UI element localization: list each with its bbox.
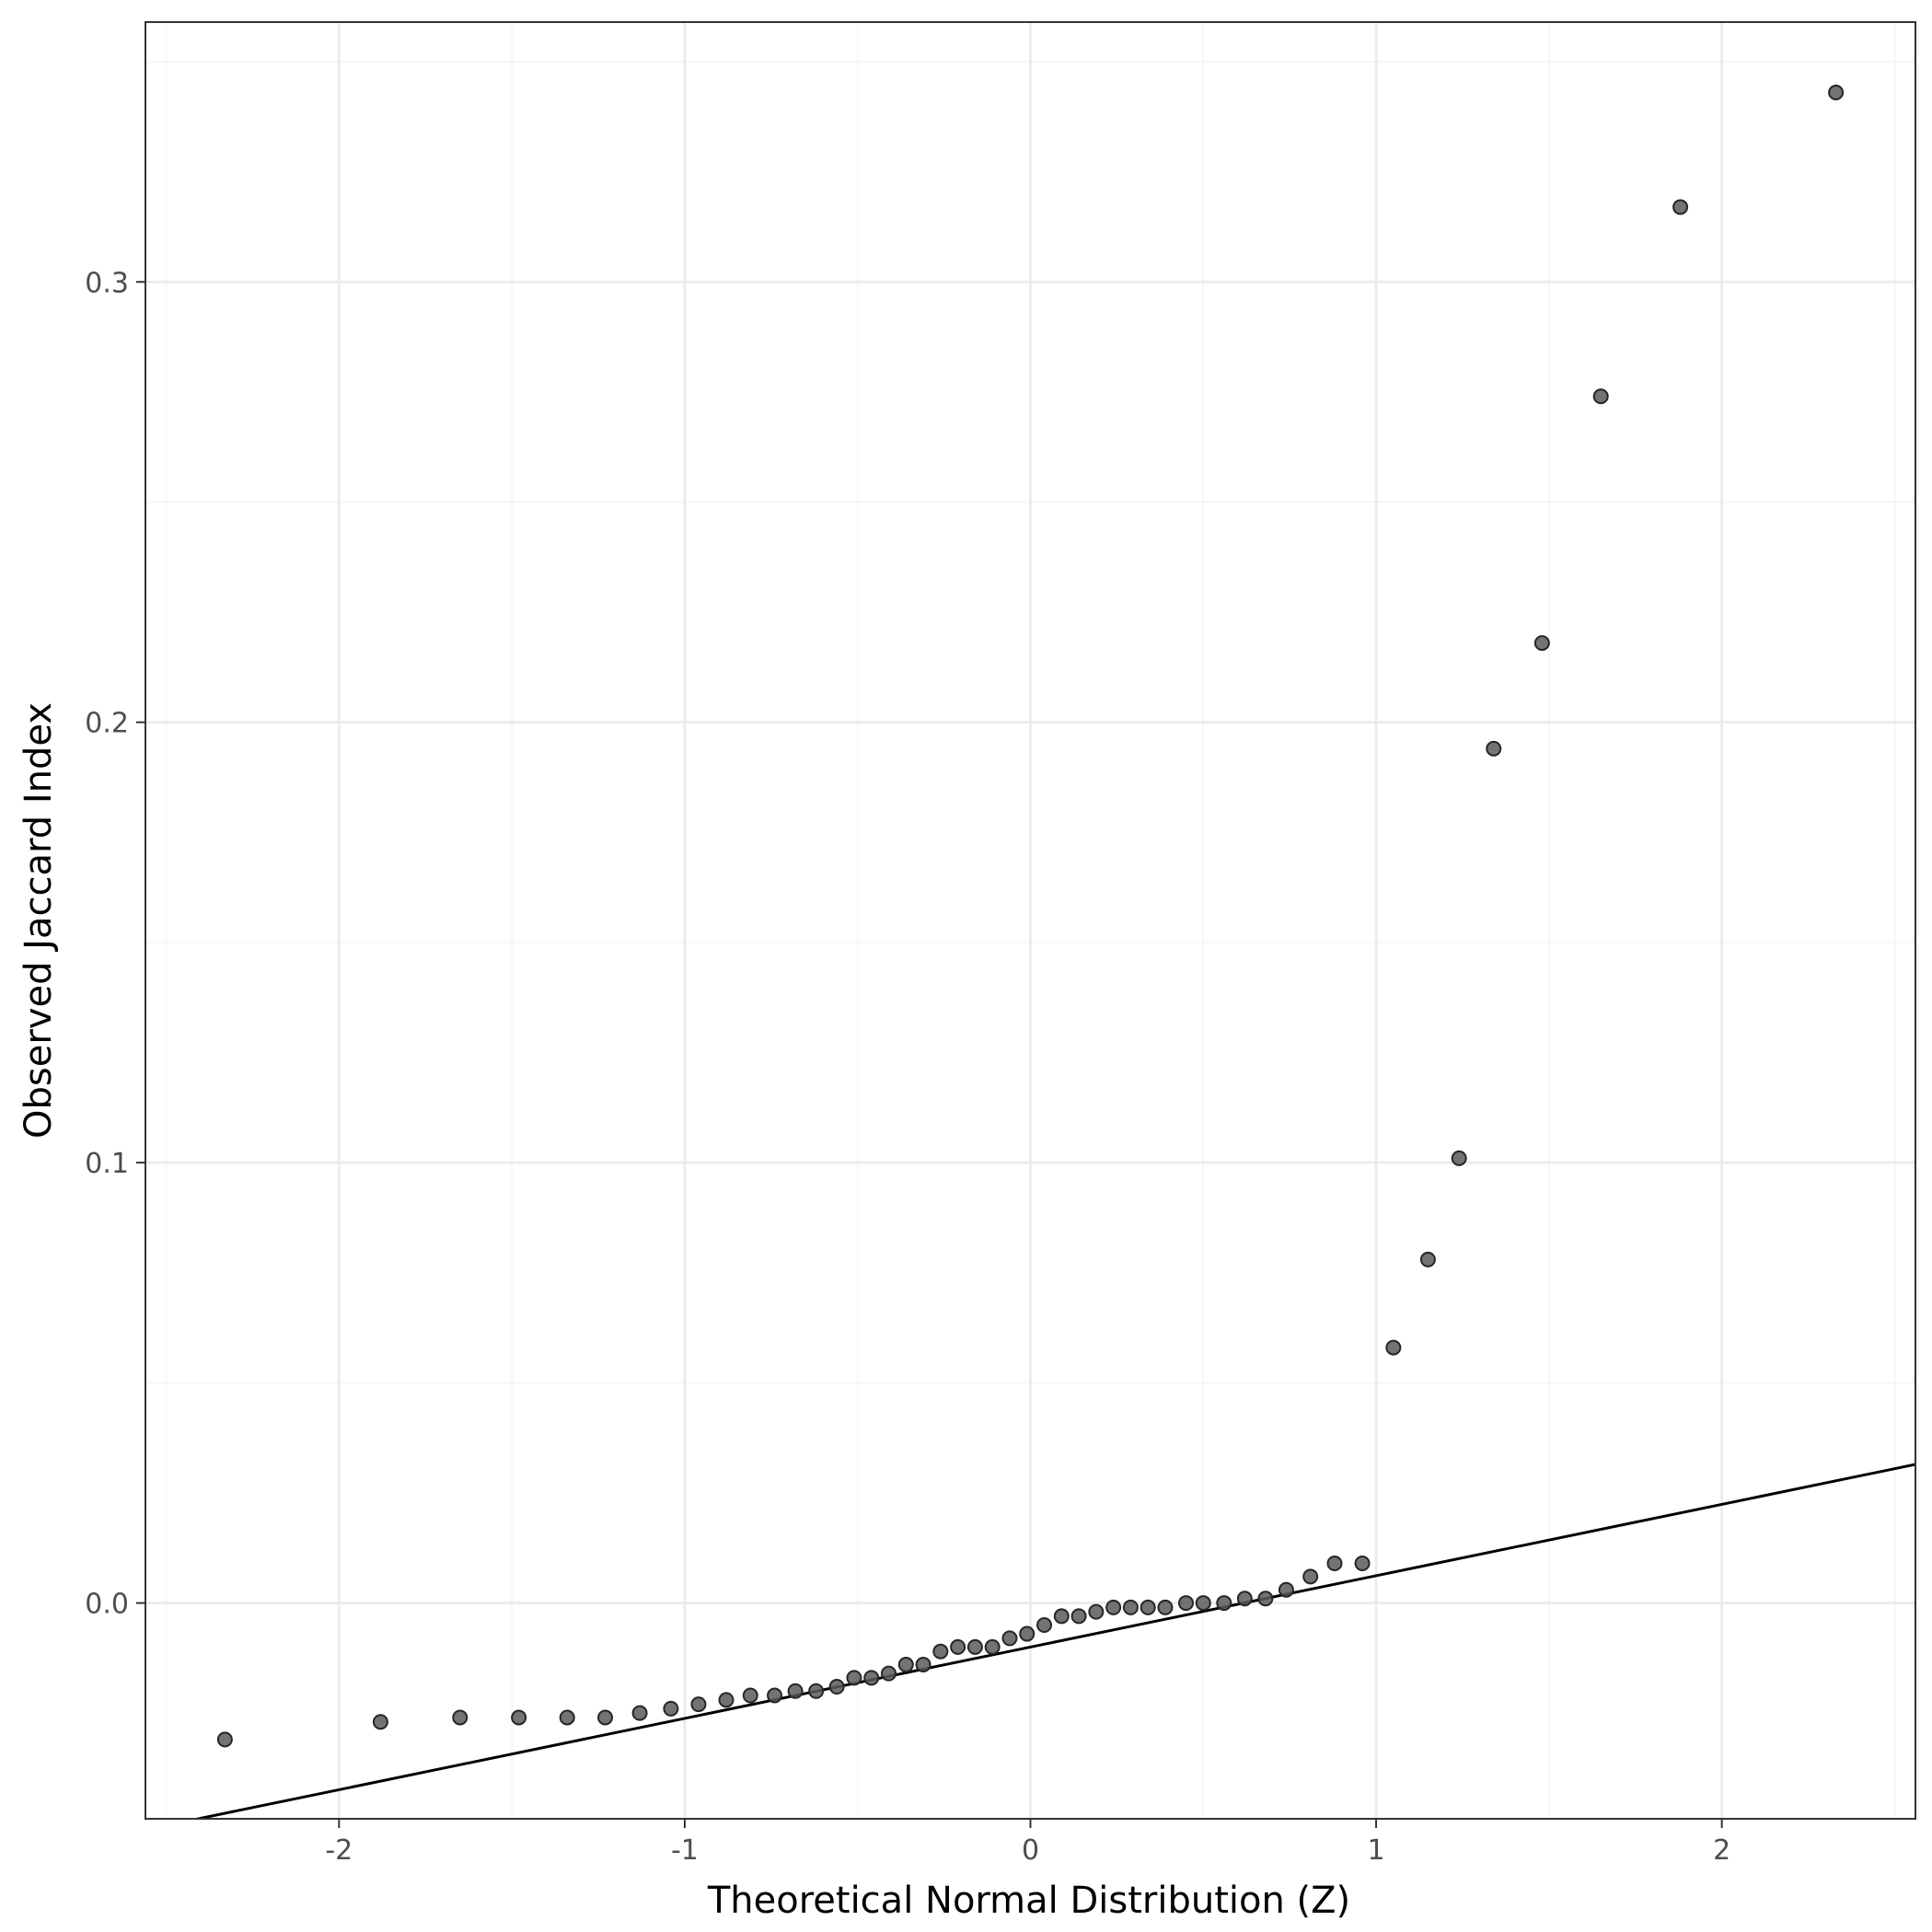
x-tick-label: 0 xyxy=(1022,1834,1039,1867)
data-point xyxy=(846,1670,862,1686)
data-point xyxy=(1157,1599,1174,1615)
reference-line-group xyxy=(191,1463,1915,1819)
data-point xyxy=(1019,1625,1035,1642)
data-point xyxy=(559,1709,575,1726)
data-point xyxy=(1385,1339,1402,1356)
data-point xyxy=(1216,1595,1232,1612)
data-point xyxy=(452,1709,469,1726)
data-point xyxy=(1140,1599,1156,1615)
data-point xyxy=(1178,1595,1195,1612)
data-point xyxy=(1195,1595,1211,1612)
data-point xyxy=(1001,1630,1018,1647)
data-point xyxy=(1828,85,1845,101)
data-point xyxy=(767,1687,783,1704)
y-axis-title: Observed Jaccard Index xyxy=(17,702,60,1139)
data-point xyxy=(718,1692,735,1708)
data-point xyxy=(1070,1608,1087,1625)
x-tick-label: -1 xyxy=(671,1834,699,1867)
data-point xyxy=(897,1657,914,1673)
data-point xyxy=(1419,1251,1436,1267)
data-point xyxy=(863,1670,880,1686)
data-point xyxy=(787,1683,804,1699)
data-point xyxy=(1592,388,1609,405)
data-point xyxy=(597,1709,614,1726)
data-point xyxy=(1672,199,1689,215)
data-point xyxy=(1302,1568,1319,1585)
data-point xyxy=(1122,1599,1139,1615)
y-tick-label: 0.3 xyxy=(85,267,129,299)
data-point xyxy=(216,1731,233,1748)
data-point xyxy=(1326,1556,1343,1572)
data-point xyxy=(828,1678,845,1695)
x-tick-label: 1 xyxy=(1368,1834,1385,1867)
data-point xyxy=(966,1638,983,1655)
data-point xyxy=(1451,1150,1467,1166)
data-point xyxy=(881,1665,897,1682)
data-point xyxy=(915,1657,931,1673)
data-point xyxy=(1105,1599,1122,1615)
y-tick-label: 0.1 xyxy=(85,1148,129,1180)
data-point xyxy=(1036,1616,1053,1633)
x-axis-title: Theoretical Normal Distribution (Z) xyxy=(707,1880,1350,1922)
data-point xyxy=(950,1638,966,1655)
y-tick-label: 0.2 xyxy=(85,708,129,740)
data-point xyxy=(1533,635,1550,652)
data-point xyxy=(1486,740,1502,757)
x-tick-label: 2 xyxy=(1713,1834,1730,1867)
data-point xyxy=(984,1638,1001,1655)
data-point xyxy=(372,1714,388,1730)
y-tick-label: 0.0 xyxy=(85,1589,129,1621)
data-point xyxy=(1088,1603,1105,1620)
y-axis-ticks: 0.0 0.1 0.2 0.3 xyxy=(85,267,145,1621)
data-point xyxy=(663,1700,679,1717)
data-point xyxy=(1278,1581,1294,1598)
data-point xyxy=(808,1683,825,1699)
data-point xyxy=(1053,1608,1070,1625)
data-points xyxy=(216,85,1845,1748)
major-gridlines xyxy=(145,22,1915,1819)
data-point xyxy=(690,1696,707,1713)
data-point xyxy=(631,1705,648,1721)
data-point xyxy=(742,1687,758,1704)
data-point xyxy=(1257,1591,1274,1607)
reference-line xyxy=(191,1463,1915,1819)
data-point xyxy=(1354,1556,1371,1572)
data-point xyxy=(511,1709,527,1726)
x-axis-ticks: -2 -1 0 1 2 xyxy=(325,1819,1730,1867)
x-tick-label: -2 xyxy=(325,1834,353,1867)
data-point xyxy=(932,1643,949,1660)
data-point xyxy=(1236,1591,1253,1607)
